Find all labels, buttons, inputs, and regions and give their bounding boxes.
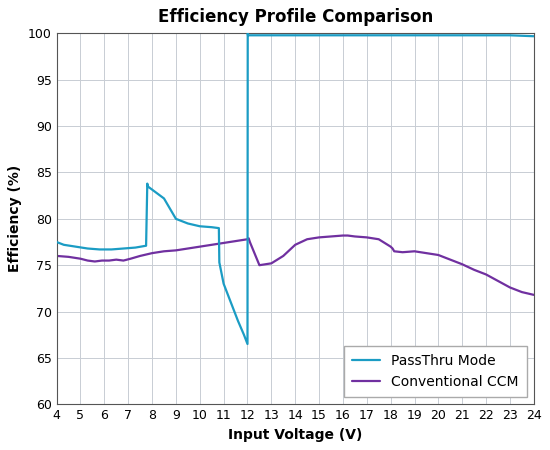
PassThru Mode [208,225,215,230]
PassThru Mode [120,246,127,251]
Conventional CCM [91,259,98,264]
PassThru Mode [108,247,115,252]
Conventional CCM [399,249,406,255]
Legend: PassThru Mode, Conventional CCM: PassThru Mode, Conventional CCM [344,346,527,397]
Conventional CCM [106,258,112,263]
Conventional CCM [507,285,513,290]
Conventional CCM [364,235,370,240]
Title: Efficiency Profile Comparison: Efficiency Profile Comparison [158,9,433,27]
PassThru Mode [216,225,222,231]
Conventional CCM [77,256,84,261]
Conventional CCM [447,257,454,262]
Conventional CCM [268,261,274,266]
PassThru Mode [387,32,394,38]
Conventional CCM [232,238,239,244]
PassThru Mode [411,32,418,38]
PassThru Mode [235,318,241,324]
PassThru Mode [161,196,167,201]
Y-axis label: Efficiency (%): Efficiency (%) [8,165,23,272]
Conventional CCM [531,292,537,297]
Line: Conventional CCM: Conventional CCM [57,235,534,295]
PassThru Mode [60,242,67,248]
Conventional CCM [53,253,60,259]
Conventional CCM [387,244,394,249]
PassThru Mode [240,332,247,338]
Conventional CCM [161,248,167,254]
Conventional CCM [208,242,215,248]
Conventional CCM [65,254,72,260]
Conventional CCM [127,256,134,261]
Conventional CCM [344,233,351,238]
Conventional CCM [173,248,179,253]
Conventional CCM [435,252,442,258]
PassThru Mode [221,281,227,287]
PassThru Mode [144,181,151,186]
Conventional CCM [221,240,227,246]
Conventional CCM [148,251,155,256]
Conventional CCM [84,258,91,263]
Conventional CCM [245,236,252,241]
PassThru Mode [507,32,513,38]
Conventional CCM [113,257,119,262]
Line: PassThru Mode: PassThru Mode [57,33,534,344]
Conventional CCM [292,242,299,248]
PassThru Mode [173,216,179,221]
Conventional CCM [340,233,346,238]
Conventional CCM [280,253,287,259]
PassThru Mode [459,32,465,38]
PassThru Mode [228,300,234,305]
PassThru Mode [364,32,370,38]
Conventional CCM [389,246,396,251]
Conventional CCM [328,234,334,239]
Conventional CCM [256,262,263,268]
PassThru Mode [244,341,251,346]
PassThru Mode [132,245,139,250]
PassThru Mode [245,32,251,38]
PassThru Mode [256,32,263,38]
Conventional CCM [459,261,465,267]
Conventional CCM [351,234,358,239]
PassThru Mode [143,243,150,248]
PassThru Mode [268,32,274,38]
Conventional CCM [137,253,144,259]
X-axis label: Input Voltage (V): Input Voltage (V) [228,428,362,441]
PassThru Mode [53,239,60,245]
PassThru Mode [292,32,299,38]
Conventional CCM [391,248,398,254]
Conventional CCM [494,278,501,284]
PassThru Mode [316,32,322,38]
Conventional CCM [483,272,490,277]
Conventional CCM [423,251,430,256]
PassThru Mode [435,32,442,38]
Conventional CCM [376,237,382,242]
PassThru Mode [216,260,223,265]
Conventional CCM [471,267,477,273]
Conventional CCM [185,246,191,251]
Conventional CCM [196,244,203,249]
PassThru Mode [244,31,251,36]
Conventional CCM [244,237,251,242]
PassThru Mode [531,34,537,39]
Conventional CCM [98,258,105,263]
PassThru Mode [96,247,103,252]
PassThru Mode [145,184,151,189]
Conventional CCM [120,258,127,263]
PassThru Mode [340,32,346,38]
Conventional CCM [519,289,525,295]
PassThru Mode [196,224,203,229]
PassThru Mode [84,246,91,251]
PassThru Mode [483,32,490,38]
Conventional CCM [411,248,418,254]
Conventional CCM [246,239,253,245]
PassThru Mode [73,244,79,249]
Conventional CCM [316,235,322,240]
Conventional CCM [304,237,310,242]
PassThru Mode [185,221,191,226]
